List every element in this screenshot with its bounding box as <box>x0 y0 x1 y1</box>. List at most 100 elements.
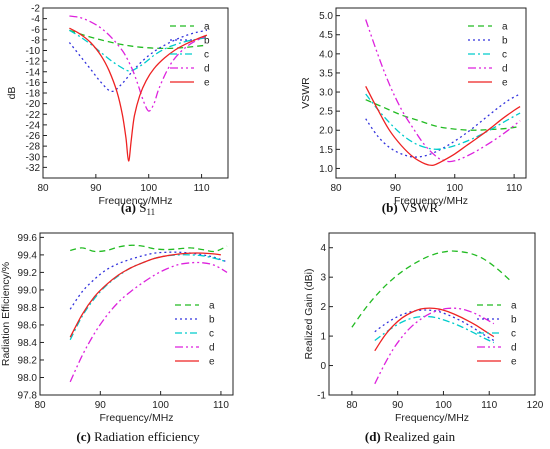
y-tick-label: 3.0 <box>319 88 333 99</box>
legend-label-b: b <box>511 315 517 326</box>
series-line-b <box>365 93 521 158</box>
y-tick-label: -14 <box>26 67 41 78</box>
series-line-b <box>68 29 208 93</box>
x-tick-label: 90 <box>95 400 107 411</box>
series-line-e <box>69 27 208 162</box>
legend-label-a: a <box>502 22 508 33</box>
y-tick-label: -6 <box>31 25 40 36</box>
x-tick-label: 90 <box>90 183 102 194</box>
series-line-c <box>365 93 521 150</box>
y-tick-label: 99.4 <box>18 250 38 261</box>
y-tick-label: -12 <box>26 57 41 68</box>
y-tick-label: -10 <box>26 46 41 57</box>
x-tick-label: 110 <box>194 183 210 194</box>
legend-label-c: c <box>511 329 516 340</box>
legend-label-b: b <box>209 315 215 326</box>
series-line-a <box>365 99 521 131</box>
caption-label: (d) <box>365 429 381 444</box>
y-tick-label: -4 <box>31 14 40 25</box>
caption-text: VSWR <box>398 200 439 215</box>
x-tick-label: 120 <box>527 400 544 411</box>
chart-caption: (a) S11 <box>121 200 155 217</box>
chart-vswr: 80 90 100 110 1.0 1.5 2.0 2.5 3.0 3.5 4.0 4.5 5.0 Fre… <box>300 7 527 215</box>
series-line-a <box>351 250 511 328</box>
series-line-d <box>374 307 495 385</box>
y-tick-label: -1 <box>317 391 326 402</box>
y-tick-label: 1.0 <box>319 164 333 175</box>
x-tick-label: 80 <box>37 183 49 194</box>
x-tick-label: 100 <box>140 183 157 194</box>
legend-label-a: a <box>204 22 210 33</box>
x-tick-label: 110 <box>481 400 497 411</box>
plot-frame <box>328 232 536 396</box>
x-tick-label: 90 <box>392 400 404 411</box>
y-tick-label: -20 <box>26 99 41 110</box>
y-tick-label: 1 <box>320 332 326 343</box>
series-line-a <box>70 244 228 253</box>
legend-label-d: d <box>502 64 508 75</box>
y-tick-label: 98.2 <box>18 355 38 366</box>
y-tick-label: 2 <box>320 302 326 313</box>
series-line-e <box>365 85 521 167</box>
y-tick-label: 99.2 <box>18 268 38 279</box>
caption-label: (c) <box>76 429 90 444</box>
caption-label: (a) <box>121 200 136 215</box>
x-tick-label: 80 <box>346 400 358 411</box>
series-line-d <box>69 261 228 383</box>
series-line-d <box>69 15 208 112</box>
x-tick-label: 100 <box>435 400 452 411</box>
y-tick-label: 4.0 <box>319 49 333 60</box>
caption-label: (b) <box>382 200 398 215</box>
series-line-b <box>374 309 495 342</box>
caption-subscript: 11 <box>146 207 155 217</box>
plot-frame <box>335 7 527 179</box>
legend-label-e: e <box>204 78 210 89</box>
y-tick-label: -18 <box>26 89 41 100</box>
y-tick-label: -2 <box>31 4 40 15</box>
x-tick-label: 80 <box>34 400 46 411</box>
series-line-a <box>69 29 207 50</box>
y-tick-label: 2.0 <box>319 126 333 137</box>
y-tick-label: 4 <box>320 243 326 254</box>
legend-label-c: c <box>502 50 507 61</box>
x-axis-label: Frequency/MHz <box>394 195 468 207</box>
y-tick-label: -30 <box>26 152 41 163</box>
legend-label-a: a <box>209 301 215 312</box>
chart-caption: (b) VSWR <box>382 200 439 215</box>
y-tick-label: 3.5 <box>319 68 333 79</box>
plot-frame <box>39 232 234 396</box>
legend-label-d: d <box>209 343 215 354</box>
legend-label-e: e <box>502 78 508 89</box>
y-tick-label: -8 <box>31 35 40 46</box>
legend-label-d: d <box>511 343 517 354</box>
y-tick-label: 2.5 <box>319 107 333 118</box>
y-tick-label: -22 <box>26 110 41 121</box>
caption-text: Realized gain <box>381 429 456 444</box>
y-tick-label: 5.0 <box>319 11 333 22</box>
chart-s11: 80 90 100 110 -32-30-28-26-24-22-20-18-16-14… <box>6 4 229 217</box>
plot-frame <box>42 7 229 179</box>
legend-label-e: e <box>511 357 517 368</box>
y-tick-label: 98.0 <box>18 373 38 384</box>
x-axis-label: Frequency/MHz <box>98 195 172 207</box>
caption-text: Radiation efficiency <box>91 429 200 444</box>
chart-eff: 80 90 100 110 97.8 98.0 98.2 98.4 98.6 98.8 99.0 99… <box>0 232 234 444</box>
y-axis-label: Radiation Efficiency/% <box>0 262 12 366</box>
caption-text: S <box>136 200 146 215</box>
x-axis-label: Frequency/MHz <box>99 412 173 424</box>
y-tick-label: -16 <box>26 78 41 89</box>
x-tick-label: 90 <box>390 183 402 194</box>
x-axis-label: Frequency/MHz <box>395 412 469 424</box>
series-line-d <box>365 19 521 163</box>
series-line-e <box>69 252 222 338</box>
legend-label-c: c <box>209 329 214 340</box>
legend-label-e: e <box>209 357 215 368</box>
chart-gain: 80 90 100 110 120 -1 0 1 2 3 4 Frequency/MHz Realize… <box>303 232 544 444</box>
x-tick-label: 100 <box>446 183 463 194</box>
series-line-e <box>374 307 495 352</box>
chart-caption: (d) Realized gain <box>365 429 456 444</box>
x-tick-label: 100 <box>152 400 169 411</box>
y-tick-label: 97.8 <box>18 391 38 402</box>
y-axis-label: Realized Gain (dBi) <box>303 268 315 359</box>
